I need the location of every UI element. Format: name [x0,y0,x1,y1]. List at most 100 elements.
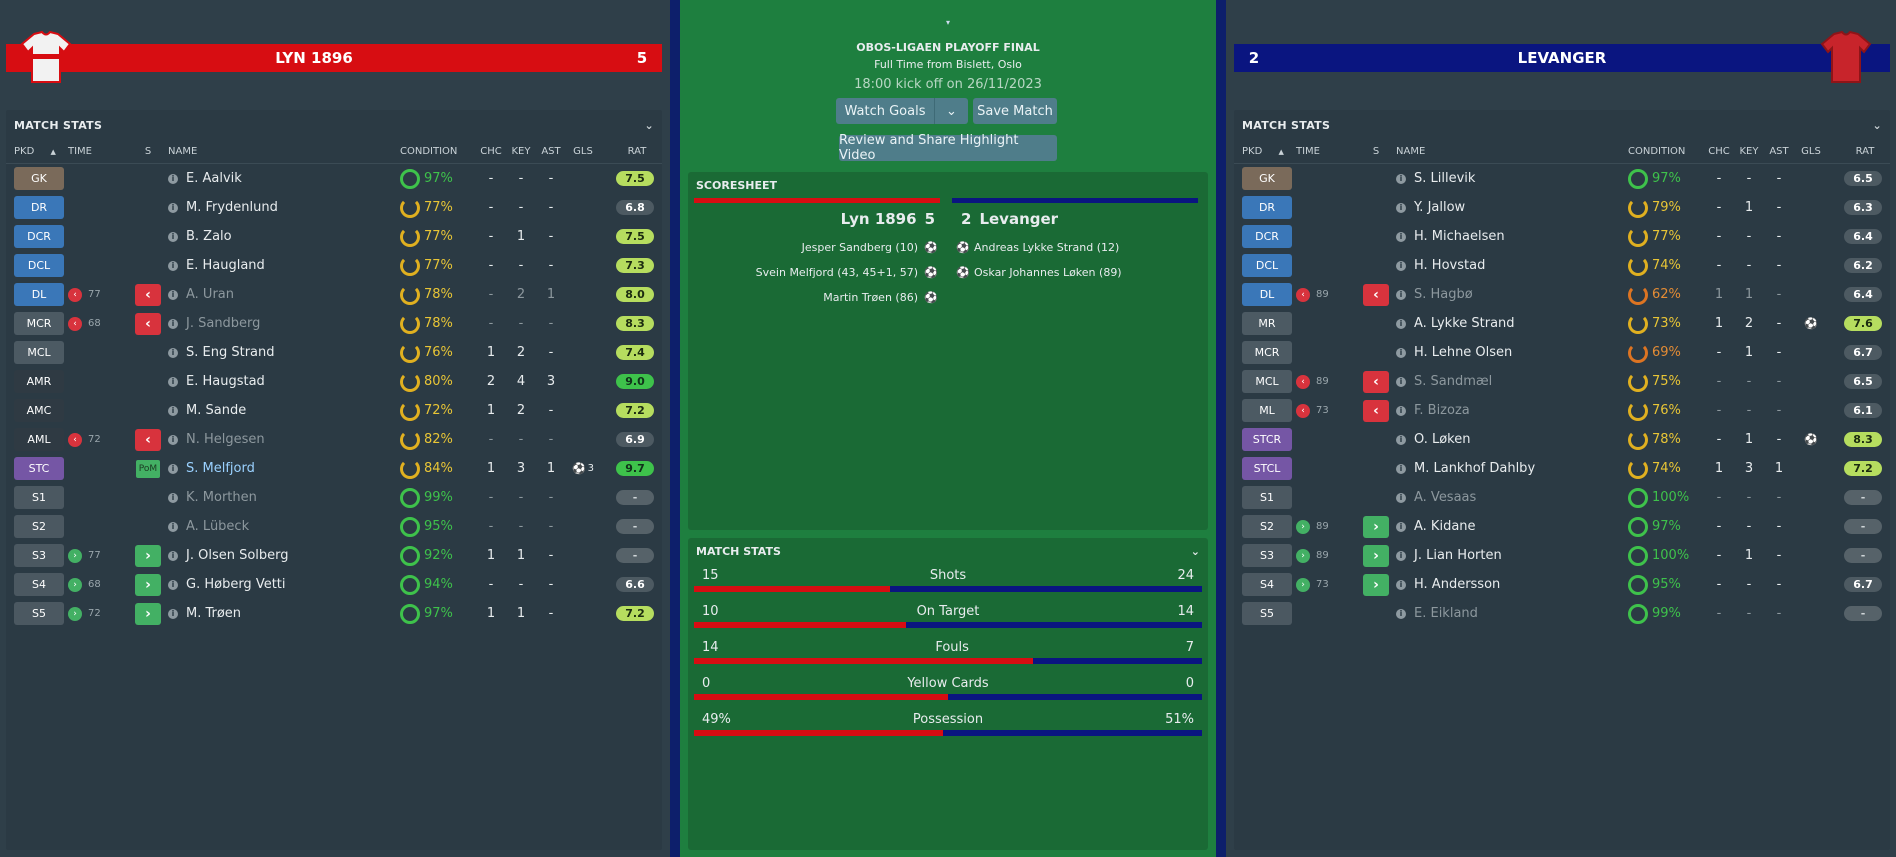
info-icon[interactable]: i [1396,231,1406,242]
sub-out-arrow-icon[interactable]: ‹ [1363,283,1389,306]
player-row[interactable]: AML ‹ 72 ‹ i N. Helgesen 82% - - - 6.9 [6,425,662,454]
info-icon[interactable]: i [168,318,178,329]
save-match-button[interactable]: Save Match [973,98,1057,124]
column-header-name[interactable]: NAME [168,146,198,157]
column-header-rat[interactable]: RAT [627,146,647,157]
player-name[interactable]: E. Haugland [186,258,265,273]
player-name[interactable]: J. Olsen Solberg [186,548,289,563]
player-name[interactable]: A. Uran [186,287,234,302]
sub-in-arrow-icon[interactable]: › [135,573,161,596]
player-name[interactable]: E. Aalvik [186,171,242,186]
info-icon[interactable]: i [1396,405,1406,416]
player-name[interactable]: S. Sandmæl [1414,374,1493,389]
player-row[interactable]: S4 › 68 › i G. Høberg Vetti 94% - - - 6.6 [6,570,662,599]
column-header-pkd[interactable]: PKD ▲ [14,146,56,157]
player-name[interactable]: S. Lillevik [1414,171,1476,186]
player-row[interactable]: S5 i E. Eikland 99% - - - - [1234,599,1890,628]
player-name[interactable]: K. Morthen [186,490,257,505]
player-name[interactable]: H. Hovstad [1414,258,1486,273]
column-header-s[interactable]: S [144,146,152,157]
player-row[interactable]: DL ‹ 89 ‹ i S. Hagbø 62% 1 1 - 6.4 [1234,280,1890,309]
player-row[interactable]: MCL i S. Eng Strand 76% 1 2 - 7.4 [6,338,662,367]
info-icon[interactable]: i [168,405,178,416]
player-row[interactable]: S4 › 73 › i H. Andersson 95% - - - 6.7 [1234,570,1890,599]
column-header-pkd[interactable]: PKD ▲ [1242,146,1284,157]
sort-arrow-icon[interactable]: ▲ [1276,148,1284,156]
sub-in-arrow-icon[interactable]: › [135,602,161,625]
info-icon[interactable]: i [1396,202,1406,213]
player-row[interactable]: S3 › 77 › i J. Olsen Solberg 92% 1 1 - - [6,541,662,570]
info-icon[interactable]: i [1396,434,1406,445]
review-highlight-button[interactable]: Review and Share Highlight Video [839,133,1057,163]
column-header-time[interactable]: TIME [68,146,93,157]
player-row[interactable]: MR i A. Lykke Strand 73% 1 2 - ⚽ 7.6 [1234,309,1890,338]
player-name[interactable]: A. Kidane [1414,519,1476,534]
player-name[interactable]: E. Haugstad [186,374,265,389]
player-row[interactable]: DCL i H. Hovstad 74% - - - 6.2 [1234,251,1890,280]
column-header-rat[interactable]: RAT [1855,146,1875,157]
info-icon[interactable]: i [1396,608,1406,619]
player-name[interactable]: M. Frydenlund [186,200,278,215]
player-row[interactable]: DR i Y. Jallow 79% - 1 - 6.3 [1234,193,1890,222]
player-row[interactable]: STCR i O. Løken 78% - 1 - ⚽ 8.3 [1234,425,1890,454]
player-row[interactable]: S2 i A. Lübeck 95% - - - - [6,512,662,541]
player-row[interactable]: STCL i M. Lankhof Dahlby 74% 1 3 1 7.2 [1234,454,1890,483]
info-icon[interactable]: i [1396,347,1406,358]
player-name[interactable]: S. Melfjord [186,461,255,476]
info-icon[interactable]: i [168,550,178,561]
player-name[interactable]: M. Lankhof Dahlby [1414,461,1536,476]
column-header-time[interactable]: TIME [1296,146,1321,157]
info-icon[interactable]: i [168,289,178,300]
watch-goals-dropdown-icon[interactable]: ⌄ [934,98,968,124]
player-name[interactable]: O. Løken [1414,432,1471,447]
info-icon[interactable]: i [168,202,178,213]
sub-out-arrow-icon[interactable]: ‹ [1363,399,1389,422]
sub-in-arrow-icon[interactable]: › [135,544,161,567]
info-icon[interactable]: i [1396,260,1406,271]
sub-in-arrow-icon[interactable]: › [1363,573,1389,596]
player-row[interactable]: MCR ‹ 68 ‹ i J. Sandberg 78% - - - 8.3 [6,309,662,338]
player-name[interactable]: B. Zalo [186,229,232,244]
sub-out-arrow-icon[interactable]: ‹ [135,312,161,335]
chevron-down-icon[interactable]: ⌄ [1872,118,1882,132]
player-name[interactable]: E. Eikland [1414,606,1478,621]
player-row[interactable]: S1 i A. Vesaas 100% - - - - [1234,483,1890,512]
column-header-ast[interactable]: AST [1769,146,1789,157]
player-row[interactable]: GK i S. Lillevik 97% - - - 6.5 [1234,164,1890,193]
player-row[interactable]: MCL ‹ 89 ‹ i S. Sandmæl 75% - - - 6.5 [1234,367,1890,396]
player-row[interactable]: S1 i K. Morthen 99% - - - - [6,483,662,512]
info-icon[interactable]: i [168,463,178,474]
info-icon[interactable]: i [1396,492,1406,503]
info-icon[interactable]: i [168,231,178,242]
player-row[interactable]: DCL i E. Haugland 77% - - - 7.3 [6,251,662,280]
info-icon[interactable]: i [168,434,178,445]
column-header-ast[interactable]: AST [541,146,561,157]
info-icon[interactable]: i [1396,173,1406,184]
player-row[interactable]: DR i M. Frydenlund 77% - - - 6.8 [6,193,662,222]
player-name[interactable]: J. Sandberg [186,316,261,331]
info-icon[interactable]: i [1396,579,1406,590]
player-name[interactable]: M. Sande [186,403,247,418]
player-name[interactable]: S. Hagbø [1414,287,1473,302]
column-header-gls[interactable]: GLS [1801,146,1821,157]
info-icon[interactable]: i [1396,289,1406,300]
player-name[interactable]: S. Eng Strand [186,345,275,360]
chevron-down-icon[interactable]: ⌄ [644,118,654,132]
player-row[interactable]: S5 › 72 › i M. Trøen 97% 1 1 - 7.2 [6,599,662,628]
column-header-chc[interactable]: CHC [1708,146,1730,157]
player-row[interactable]: S2 › 89 › i A. Kidane 97% - - - - [1234,512,1890,541]
player-name[interactable]: Y. Jallow [1414,200,1466,215]
column-header-gls[interactable]: GLS [573,146,593,157]
player-name[interactable]: N. Helgesen [186,432,265,447]
player-row[interactable]: MCR i H. Lehne Olsen 69% - 1 - 6.7 [1234,338,1890,367]
info-icon[interactable]: i [168,376,178,387]
chevron-down-icon[interactable]: ⌄ [1190,544,1200,558]
player-name[interactable]: A. Lübeck [186,519,250,534]
info-icon[interactable]: i [1396,376,1406,387]
player-row[interactable]: DL ‹ 77 ‹ i A. Uran 78% - 2 1 8.0 [6,280,662,309]
info-icon[interactable]: i [1396,318,1406,329]
sub-out-arrow-icon[interactable]: ‹ [135,428,161,451]
column-header-chc[interactable]: CHC [480,146,502,157]
player-row[interactable]: S3 › 89 › i J. Lian Horten 100% - 1 - - [1234,541,1890,570]
player-name[interactable]: H. Michaelsen [1414,229,1505,244]
